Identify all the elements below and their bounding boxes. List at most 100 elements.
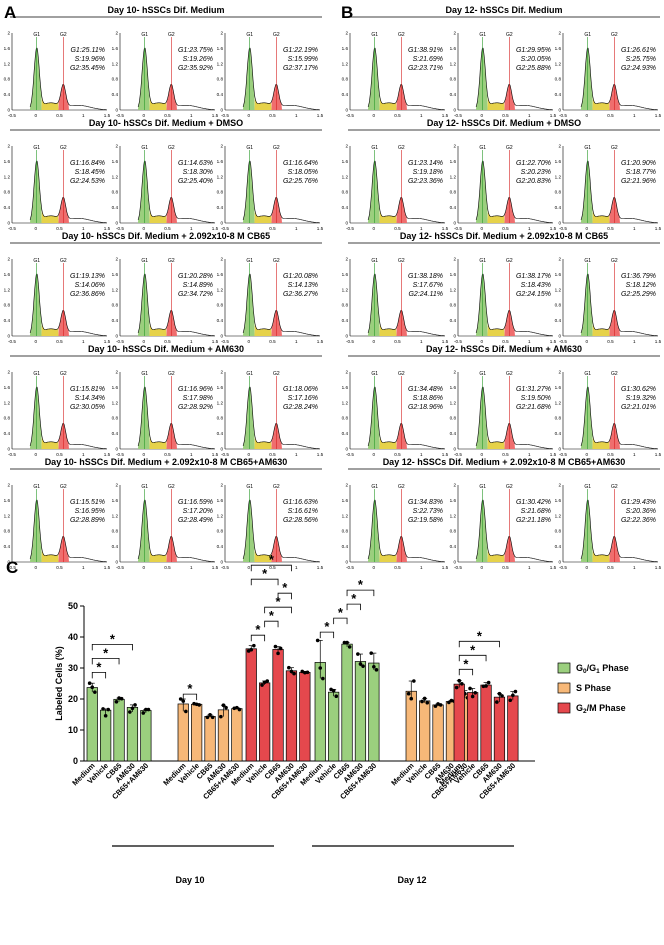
- g1-gate-label: G1: [479, 258, 486, 264]
- y-tick-label: 1.2: [4, 513, 11, 518]
- g1-gate-label: G1: [584, 145, 591, 151]
- data-point: [457, 678, 462, 683]
- histogram-curve: [137, 47, 215, 110]
- g1-percent: G1:25.11%: [70, 47, 105, 54]
- data-point: [470, 694, 475, 699]
- x-tick-label: -0.5: [8, 565, 16, 570]
- y-tick-label: 1.2: [555, 61, 562, 66]
- data-point: [433, 704, 438, 708]
- g1-percent: G1:16.64%: [283, 160, 318, 167]
- data-point: [358, 662, 363, 666]
- y-tick-label: 1.2: [555, 174, 562, 179]
- y-tick-label: 1.2: [217, 287, 224, 292]
- y-tick-label: 0: [345, 108, 348, 113]
- y-tick-label: 0: [220, 447, 223, 452]
- y-tick-label: 0: [73, 756, 78, 766]
- g1-percent: G1:38.17%: [516, 273, 551, 280]
- y-tick-label: 1.6: [342, 498, 349, 503]
- y-tick-label: 1.6: [112, 46, 119, 51]
- g1-gate-label: G1: [371, 484, 378, 490]
- bar: [259, 682, 271, 762]
- y-tick-label: 20: [68, 694, 78, 704]
- y-tick-label: 1.2: [4, 287, 11, 292]
- g1-percent: G1:29.95%: [516, 47, 551, 54]
- g2-gate-label: G2: [398, 145, 405, 151]
- s-region: [41, 323, 59, 336]
- x-tick-label: 1: [633, 565, 636, 570]
- y-tick-label: 0.4: [112, 318, 119, 323]
- g2-percent: G2:28.92%: [178, 404, 213, 411]
- significance-bracket: [346, 603, 361, 611]
- histogram-curve: [475, 386, 553, 449]
- y-tick-label: 1.6: [450, 498, 457, 503]
- x-tick-label: 0.5: [394, 226, 401, 231]
- y-tick-label: 0: [220, 221, 223, 226]
- y-tick-label: 0.4: [112, 431, 119, 436]
- s-percent: S:18.45%: [75, 169, 105, 176]
- g2-gate-label: G2: [611, 145, 618, 151]
- row-title: Day 10- hSSCs Dif. Medium + 2.092x10-8 M…: [62, 231, 270, 241]
- x-tick-label: 1.5: [655, 226, 662, 231]
- y-tick-label: 2: [115, 483, 118, 488]
- x-tick-label: 1.5: [317, 452, 324, 457]
- s-region: [487, 323, 505, 336]
- y-tick-label: 1.6: [217, 385, 224, 390]
- g1-percent: G1:20.28%: [178, 273, 213, 280]
- g2-percent: G2:19.58%: [408, 517, 443, 524]
- bar: [507, 695, 519, 762]
- g1-gate-label: G1: [141, 371, 148, 377]
- g2-region: [166, 84, 177, 110]
- s-percent: S:19.32%: [626, 395, 656, 402]
- x-tick-label: 1.5: [550, 339, 557, 344]
- g2-percent: G2:25.40%: [178, 178, 213, 185]
- g2-percent: G2:21.01%: [621, 404, 656, 411]
- y-tick-label: 0: [453, 108, 456, 113]
- y-tick-label: 0: [558, 560, 561, 565]
- data-point: [106, 707, 111, 712]
- x-tick-label: -0.5: [559, 452, 567, 457]
- data-point: [287, 665, 291, 670]
- histogram-curve: [29, 499, 107, 562]
- data-point: [321, 676, 325, 681]
- x-tick-label: 1.5: [104, 339, 111, 344]
- histogram-curve: [242, 47, 320, 110]
- g1-percent: G1:36.79%: [621, 273, 656, 280]
- data-point: [178, 697, 183, 701]
- y-tick-label: 1.2: [450, 400, 457, 405]
- legend-label: G2/M Phase: [576, 703, 626, 715]
- data-point: [331, 688, 336, 693]
- g2-gate-label: G2: [60, 32, 67, 38]
- y-tick-label: 2: [558, 31, 561, 36]
- y-tick-label: 1.6: [217, 272, 224, 277]
- bar: [354, 661, 367, 762]
- significance-star: *: [187, 681, 193, 696]
- x-tick-label: 1.5: [655, 113, 662, 118]
- g2-gate-label: G2: [60, 145, 67, 151]
- y-tick-label: 10: [68, 725, 78, 735]
- g2-region: [271, 84, 282, 110]
- x-tick-label: 0.5: [394, 339, 401, 344]
- g1-percent: G1:26.61%: [621, 47, 656, 54]
- g2-region: [58, 536, 69, 562]
- y-tick-label: 1.6: [450, 272, 457, 277]
- data-point: [90, 685, 95, 690]
- histogram-curve: [29, 386, 107, 449]
- g1-percent: G1:15.81%: [70, 386, 105, 393]
- histogram-curve: [29, 160, 107, 223]
- y-tick-label: 1.2: [112, 287, 119, 292]
- bar: [341, 643, 353, 762]
- g1-percent: G1:38.91%: [408, 47, 443, 54]
- x-tick-label: 0.5: [394, 565, 401, 570]
- x-tick-label: 1: [295, 565, 298, 570]
- y-tick-label: 1.6: [555, 272, 562, 277]
- data-point: [420, 699, 424, 704]
- bar: [419, 700, 431, 762]
- g2-gate-label: G2: [611, 371, 618, 377]
- y-tick-label: 2: [558, 370, 561, 375]
- significance-star: *: [351, 591, 357, 606]
- data-point: [361, 664, 365, 668]
- histogram-curve: [137, 499, 215, 562]
- y-tick-label: 0: [7, 447, 10, 452]
- x-tick-label: 0.5: [56, 339, 63, 344]
- g1-percent: G1:29.43%: [621, 499, 656, 506]
